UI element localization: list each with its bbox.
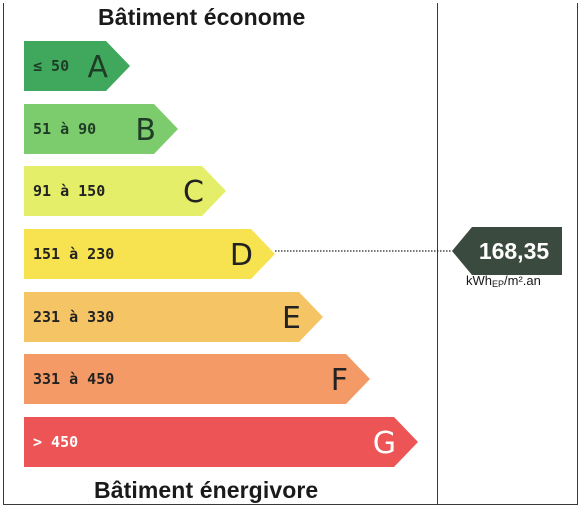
unit-main: kWh [466,273,492,288]
bar-f [24,354,370,404]
bar-letter-b: B [135,113,156,148]
bottom-label: Bâtiment énergivore [94,477,319,503]
bar-letter-f: F [331,363,348,398]
bar-b [24,104,178,154]
unit-rest: /m².an [504,273,541,288]
bar-range-c: 91 à 150 [33,182,105,200]
value-marker [452,227,562,275]
bar-d [24,229,275,279]
bar-letter-g: G [373,426,396,461]
value-label: 168,35 [479,238,550,264]
frame-divider [437,3,438,505]
frame-border [3,3,578,505]
bar-range-a: ≤ 50 [33,57,69,75]
unit-label: kWhEP/m².an [466,273,541,289]
unit-sub: EP [492,279,505,289]
bar-letter-c: C [183,175,204,210]
bar-g [24,417,418,467]
bar-range-f: 331 à 450 [33,370,114,388]
bar-letter-a: A [87,50,108,85]
bar-letter-d: D [230,238,253,273]
bar-range-b: 51 à 90 [33,120,96,138]
bar-range-g: > 450 [33,433,78,451]
bar-e [24,292,323,342]
bar-range-d: 151 à 230 [33,245,114,263]
bar-a [24,41,130,91]
top-label: Bâtiment économe [98,4,306,30]
bar-letter-e: E [282,301,301,336]
bar-c [24,166,226,216]
bar-range-e: 231 à 330 [33,308,114,326]
